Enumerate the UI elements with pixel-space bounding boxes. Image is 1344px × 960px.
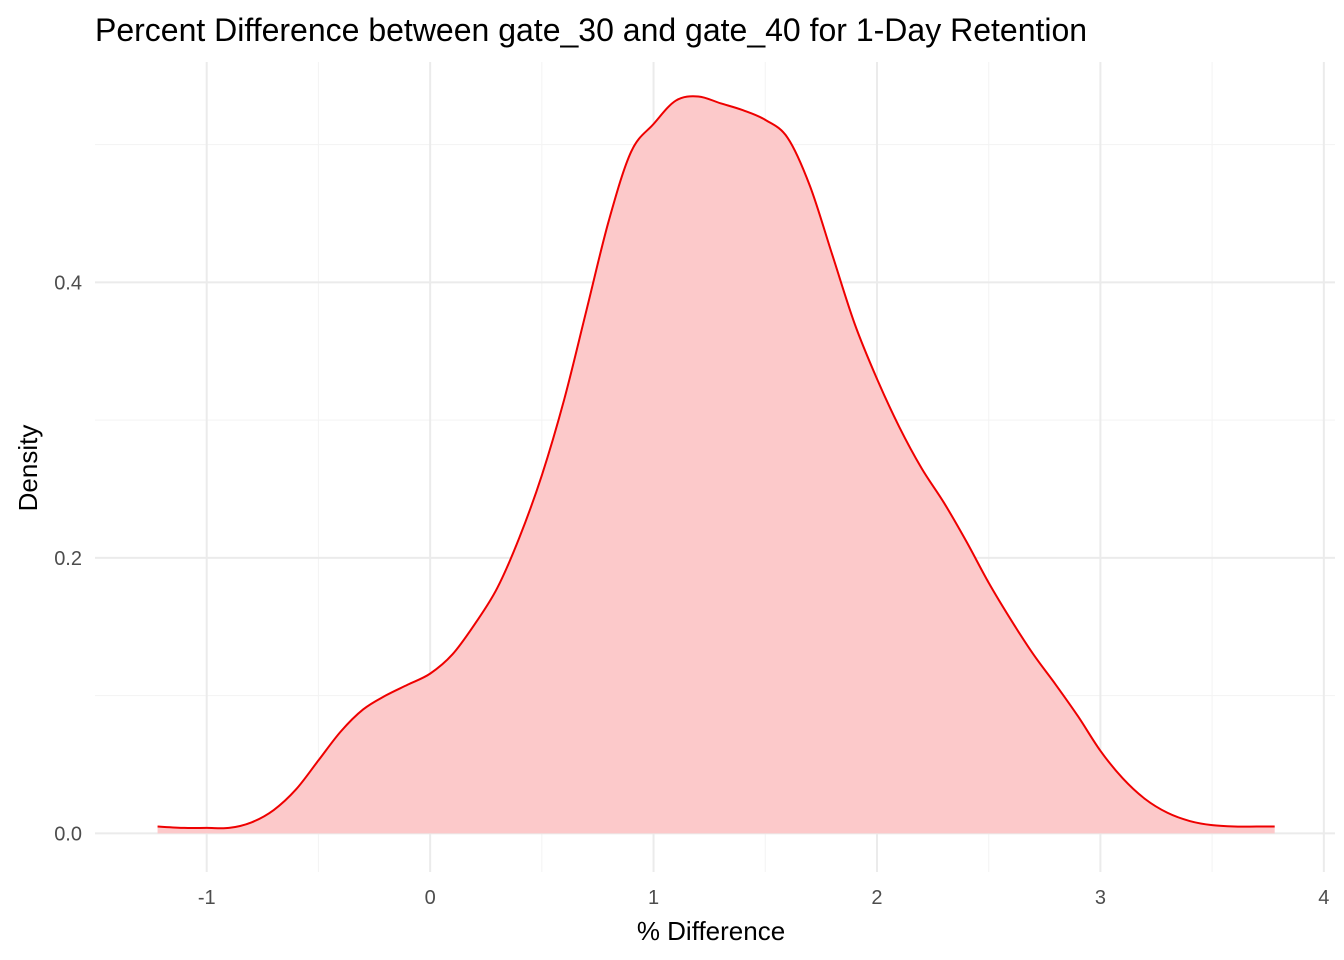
x-axis-ticks: -1 0 1 2 3 4 — [198, 887, 1330, 909]
y-axis-title: Density — [13, 425, 43, 512]
y-tick-label: 0.0 — [54, 823, 82, 845]
density-series — [157, 95, 1275, 834]
y-tick-label: 0.4 — [54, 272, 82, 294]
x-tick-label: 3 — [1095, 887, 1106, 909]
x-tick-label: -1 — [198, 887, 216, 909]
density-line — [157, 95, 1275, 830]
x-tick-label: 4 — [1318, 887, 1329, 909]
density-area — [157, 96, 1275, 834]
y-axis-ticks: 0.0 0.2 0.4 — [54, 272, 82, 845]
x-tick-label: 1 — [648, 887, 659, 909]
x-axis-title: % Difference — [637, 916, 785, 946]
x-tick-label: 2 — [871, 887, 882, 909]
x-tick-label: 0 — [425, 887, 436, 909]
y-tick-label: 0.2 — [54, 548, 82, 570]
chart-title: Percent Difference between gate_30 and g… — [95, 12, 1087, 48]
